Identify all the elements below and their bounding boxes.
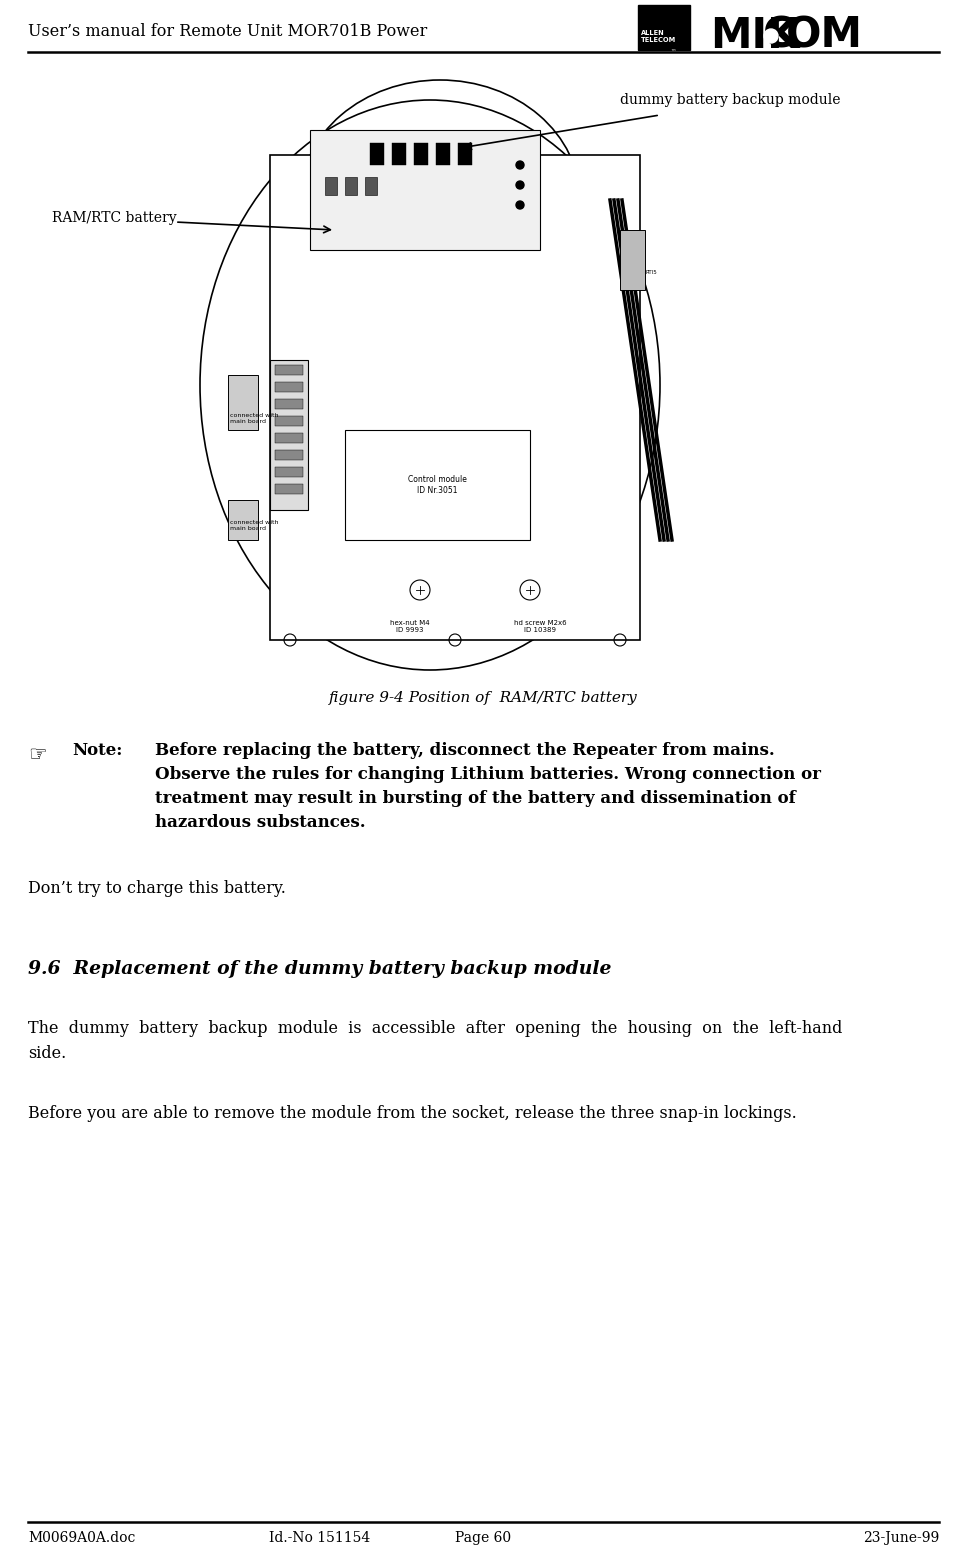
Text: dummy battery backup module: dummy battery backup module (620, 93, 840, 107)
Text: Page 60: Page 60 (454, 1531, 512, 1545)
Bar (275, 416, 303, 426)
Bar (365, 177, 377, 194)
Text: The  dummy  battery  backup  module  is  accessible  after  opening  the  housin: The dummy battery backup module is acces… (28, 1019, 842, 1061)
Bar (270, 361, 308, 510)
Bar (275, 382, 303, 392)
Bar (275, 451, 303, 460)
Text: 9.6  Replacement of the dummy battery backup module: 9.6 Replacement of the dummy battery bac… (28, 960, 611, 977)
Text: RAM/RTC battery: RAM/RTC battery (52, 211, 177, 225)
Bar (414, 143, 428, 165)
Circle shape (764, 30, 778, 44)
Bar (370, 143, 384, 165)
Text: connected with
main board: connected with main board (230, 521, 278, 531)
Bar (275, 434, 303, 443)
Bar (228, 500, 258, 539)
Bar (436, 143, 450, 165)
Text: Don’t try to charge this battery.: Don’t try to charge this battery. (28, 880, 286, 897)
Text: ☞: ☞ (28, 744, 46, 765)
Text: hex-nut M4
ID 9993: hex-nut M4 ID 9993 (391, 620, 429, 632)
Bar (275, 365, 303, 375)
Text: OM: OM (786, 16, 863, 57)
Bar (270, 155, 640, 640)
Text: M0069A0A.doc: M0069A0A.doc (28, 1531, 135, 1545)
Text: connected with
main board: connected with main board (230, 413, 278, 424)
Bar (638, 5, 690, 50)
Text: Before you are able to remove the module from the socket, release the three snap: Before you are able to remove the module… (28, 1105, 797, 1122)
Text: C: C (763, 16, 794, 57)
Text: 23-June-99: 23-June-99 (863, 1531, 939, 1545)
Text: Note:: Note: (72, 741, 123, 758)
Text: figure 9-4 Position of  RAM/RTC battery: figure 9-4 Position of RAM/RTC battery (329, 692, 637, 706)
Text: hd screw M2x6
ID 10389: hd screw M2x6 ID 10389 (513, 620, 567, 632)
Text: MIK: MIK (710, 16, 800, 57)
Text: User’s manual for Remote Unit MOR701B Power: User’s manual for Remote Unit MOR701B Po… (28, 23, 427, 40)
Circle shape (516, 200, 524, 208)
Text: RTI5: RTI5 (645, 270, 657, 275)
Text: ALLEN
TELECOM: ALLEN TELECOM (641, 30, 676, 42)
Text: Id.-No 151154: Id.-No 151154 (270, 1531, 370, 1545)
Bar (275, 399, 303, 409)
Bar (325, 177, 337, 194)
Bar (228, 375, 258, 430)
Bar (392, 143, 406, 165)
Bar (275, 483, 303, 494)
Bar (345, 430, 530, 539)
Circle shape (516, 162, 524, 169)
Text: Before replacing the battery, disconnect the Repeater from mains.
Observe the ru: Before replacing the battery, disconnect… (155, 741, 821, 831)
Text: Control module
ID Nr.3051: Control module ID Nr.3051 (408, 476, 467, 494)
Bar (345, 177, 357, 194)
Bar (620, 230, 645, 291)
Text: ™: ™ (670, 50, 676, 54)
Bar (458, 143, 472, 165)
Bar (310, 131, 540, 250)
Bar (275, 468, 303, 477)
Circle shape (516, 180, 524, 190)
